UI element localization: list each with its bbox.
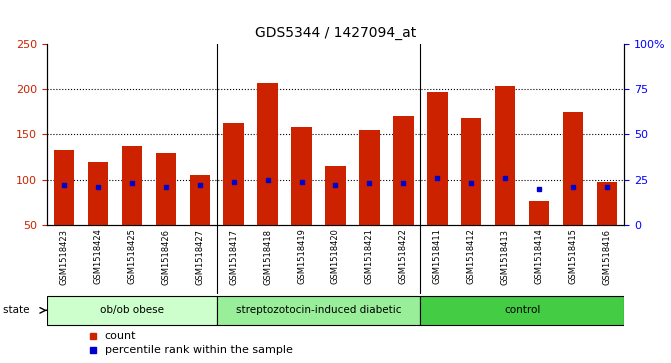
Text: GSM1518418: GSM1518418 — [263, 229, 272, 285]
Bar — [258, 82, 278, 225]
Text: GSM1518426: GSM1518426 — [161, 229, 170, 285]
Text: control: control — [504, 305, 540, 315]
Text: GSM1518412: GSM1518412 — [467, 229, 476, 284]
Text: GSM1518413: GSM1518413 — [501, 229, 510, 285]
Bar — [359, 130, 380, 225]
Text: GSM1518415: GSM1518415 — [568, 229, 578, 284]
Text: GSM1518419: GSM1518419 — [297, 229, 306, 284]
Bar — [325, 166, 346, 225]
Bar — [597, 182, 617, 225]
Text: GSM1518421: GSM1518421 — [365, 229, 374, 284]
Text: GSM1518411: GSM1518411 — [433, 229, 442, 284]
Text: GSM1518424: GSM1518424 — [93, 229, 103, 284]
Text: GSM1518417: GSM1518417 — [229, 229, 238, 285]
Bar — [223, 122, 244, 225]
Text: percentile rank within the sample: percentile rank within the sample — [105, 345, 293, 355]
Bar — [291, 127, 312, 225]
Bar — [156, 153, 176, 225]
Bar — [47, 295, 217, 325]
Text: streptozotocin-induced diabetic: streptozotocin-induced diabetic — [236, 305, 401, 315]
Bar — [393, 116, 413, 225]
Bar — [461, 118, 482, 225]
Text: GDS5344 / 1427094_at: GDS5344 / 1427094_at — [255, 26, 416, 40]
Bar — [54, 150, 74, 225]
Text: ob/ob obese: ob/ob obese — [100, 305, 164, 315]
Bar — [217, 295, 420, 325]
Text: count: count — [105, 331, 136, 341]
Text: GSM1518420: GSM1518420 — [331, 229, 340, 284]
Bar — [189, 175, 210, 225]
Bar — [563, 112, 583, 225]
Text: GSM1518416: GSM1518416 — [603, 229, 611, 285]
Bar — [495, 86, 515, 225]
Bar — [529, 200, 550, 225]
Bar — [121, 146, 142, 225]
Bar — [88, 162, 108, 225]
Text: GSM1518423: GSM1518423 — [60, 229, 68, 285]
Text: GSM1518425: GSM1518425 — [127, 229, 136, 284]
Text: GSM1518427: GSM1518427 — [195, 229, 204, 285]
Text: disease state: disease state — [0, 305, 30, 315]
Bar — [420, 295, 624, 325]
Text: GSM1518422: GSM1518422 — [399, 229, 408, 284]
Bar — [427, 92, 448, 225]
Text: GSM1518414: GSM1518414 — [535, 229, 544, 284]
